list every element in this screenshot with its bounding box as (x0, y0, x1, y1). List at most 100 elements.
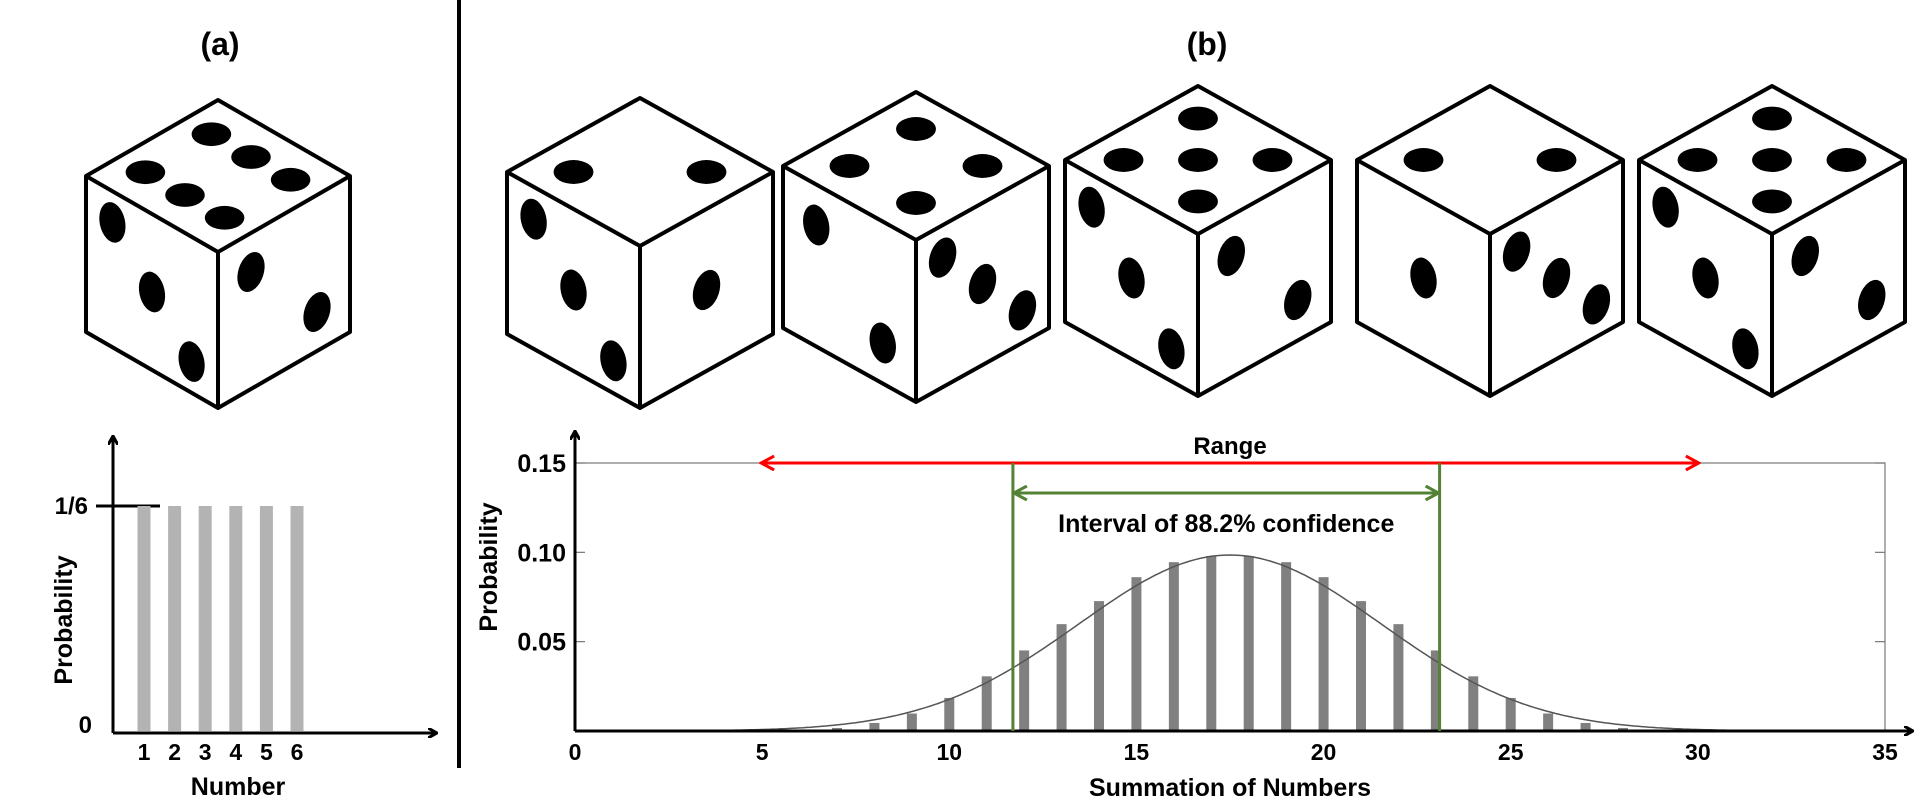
chart-a-bar-3 (198, 506, 212, 731)
pip (1252, 148, 1293, 172)
pip (1158, 328, 1185, 370)
chart-b-xtick-10: 10 (936, 739, 962, 765)
pip (125, 160, 166, 185)
die-b-1 (505, 96, 775, 410)
pip (1752, 106, 1792, 131)
pip (1791, 235, 1819, 277)
chart-a-ylabel: Probability (50, 555, 78, 684)
interval-label: Interval of 88.2% confidence (1058, 510, 1394, 538)
panel-b-label: (b) (1187, 26, 1228, 62)
chart-a-ytick-top: 1/6 (55, 493, 88, 520)
chart-b-bar-24 (1468, 676, 1479, 731)
chart-b-bar-12 (1019, 650, 1030, 731)
die-b-5 (1637, 84, 1907, 398)
chart-b-bar-18 (1243, 556, 1254, 731)
pip (1410, 257, 1437, 299)
chart-b-bar-10 (944, 697, 955, 731)
pip (1582, 284, 1611, 325)
pip (303, 292, 331, 332)
pip (1403, 148, 1444, 172)
pip (191, 122, 232, 147)
chart-b-xtick-20: 20 (1311, 739, 1337, 765)
chart-b-bar-7 (832, 727, 842, 731)
pip (178, 341, 205, 382)
pip (1858, 279, 1886, 321)
chart-a-xtick-2: 2 (168, 739, 181, 765)
pip (1178, 148, 1218, 172)
chart-b-bar-15 (1131, 577, 1142, 731)
chart-b-xlabel: Summation of Numbers (1089, 774, 1371, 802)
pip (692, 269, 721, 311)
chart-b-bar-13 (1056, 624, 1067, 731)
pip (1103, 148, 1144, 172)
pip (237, 252, 265, 292)
pip (1008, 290, 1037, 331)
pip (1826, 148, 1867, 172)
chart-a-xlabel: Number (191, 773, 286, 801)
chart-a-bar-4 (229, 506, 243, 731)
pip (231, 145, 271, 169)
pip (560, 269, 587, 311)
chart-b-normal-curve (575, 554, 1882, 732)
pip (520, 198, 547, 240)
chart-b-bar-19 (1281, 562, 1292, 731)
pip (962, 154, 1003, 178)
pip (686, 160, 727, 184)
dice-group (84, 84, 1907, 410)
chart-b-xtick-30: 30 (1685, 739, 1711, 765)
pip (270, 167, 311, 192)
chart-b-bar-26 (1543, 713, 1554, 731)
chart-b-plot-frame (574, 462, 1886, 732)
chart-a-xtick-3: 3 (199, 739, 212, 765)
chart-a-bar-5 (259, 506, 273, 731)
chart-a-bar-1 (137, 506, 151, 731)
die-b-3 (1063, 84, 1333, 398)
pip (1502, 231, 1531, 272)
die-b-2 (781, 90, 1051, 404)
chart-b-xtick-25: 25 (1498, 739, 1524, 765)
pip (1752, 189, 1792, 214)
range-label: Range (1193, 433, 1266, 460)
pip (803, 204, 830, 246)
chart-b-bar-22 (1393, 624, 1404, 731)
pip (896, 117, 936, 141)
chart-b-bar-16 (1168, 562, 1179, 731)
pip (1677, 148, 1718, 172)
die-a (84, 98, 352, 410)
chart-a-bar-6 (290, 506, 304, 731)
chart-b-bar-9 (906, 713, 917, 731)
pip (1542, 257, 1571, 299)
chart-a-bar-2 (168, 506, 182, 731)
chart-a-xtick-1: 1 (138, 739, 151, 765)
chart-b-bar-20 (1318, 577, 1329, 731)
pip (869, 322, 896, 364)
chart-b-bar-14 (1094, 601, 1104, 731)
pip (138, 271, 166, 313)
chart-b-bar-28 (1618, 727, 1628, 731)
pip (1078, 186, 1105, 228)
pip (1217, 235, 1245, 277)
pip (99, 202, 126, 243)
chart-b-xtick-35: 35 (1872, 739, 1898, 765)
chart-a-xtick-5: 5 (260, 739, 273, 765)
pip (1178, 189, 1218, 214)
pip (1118, 257, 1145, 299)
chart-b-xtick-15: 15 (1124, 739, 1150, 765)
chart-b-ytick-0.05: 0.05 (517, 629, 566, 657)
chart-b-bar-11 (981, 676, 992, 731)
pip (1652, 186, 1679, 228)
chart-b-bar-27 (1580, 722, 1591, 731)
panel-a-label: (a) (200, 26, 239, 62)
chart-b-ytick-0.15: 0.15 (517, 450, 566, 478)
pip (968, 263, 997, 305)
chart-b: 0.05 0.10 0.15 0 5 10 15 20 25 30 35 Range Interv… (475, 432, 1912, 802)
pip (165, 183, 205, 207)
pip (204, 205, 245, 230)
chart-b-bar-23 (1430, 650, 1441, 731)
pip (1692, 257, 1719, 299)
pip (829, 154, 870, 178)
die-b-4 (1355, 84, 1625, 398)
chart-b-xtick-5: 5 (756, 739, 769, 765)
